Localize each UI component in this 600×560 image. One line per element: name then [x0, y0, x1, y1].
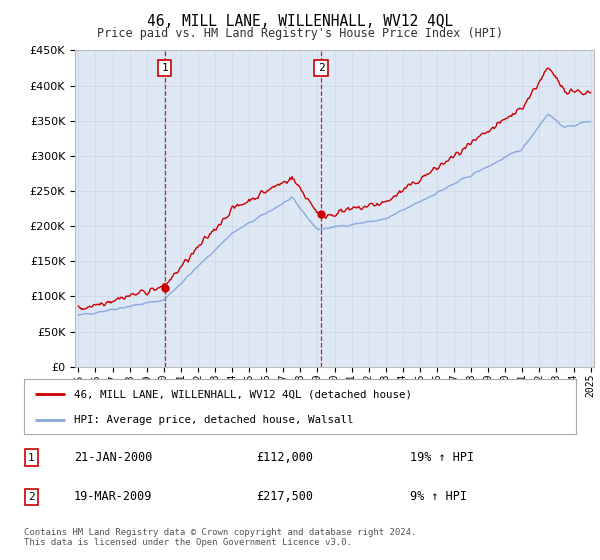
Text: 19-MAR-2009: 19-MAR-2009	[74, 491, 152, 503]
Text: 9% ↑ HPI: 9% ↑ HPI	[410, 491, 467, 503]
Text: HPI: Average price, detached house, Walsall: HPI: Average price, detached house, Wals…	[74, 415, 353, 424]
Text: £217,500: £217,500	[256, 491, 313, 503]
Text: £112,000: £112,000	[256, 451, 313, 464]
Text: 46, MILL LANE, WILLENHALL, WV12 4QL: 46, MILL LANE, WILLENHALL, WV12 4QL	[147, 14, 453, 29]
Text: Price paid vs. HM Land Registry's House Price Index (HPI): Price paid vs. HM Land Registry's House …	[97, 27, 503, 40]
Text: Contains HM Land Registry data © Crown copyright and database right 2024.
This d: Contains HM Land Registry data © Crown c…	[24, 528, 416, 547]
Text: 46, MILL LANE, WILLENHALL, WV12 4QL (detached house): 46, MILL LANE, WILLENHALL, WV12 4QL (det…	[74, 390, 412, 399]
Text: 2: 2	[28, 492, 35, 502]
Text: 1: 1	[28, 452, 35, 463]
Text: 19% ↑ HPI: 19% ↑ HPI	[410, 451, 475, 464]
Text: 21-JAN-2000: 21-JAN-2000	[74, 451, 152, 464]
Text: 2: 2	[318, 63, 325, 73]
Text: 1: 1	[161, 63, 168, 73]
